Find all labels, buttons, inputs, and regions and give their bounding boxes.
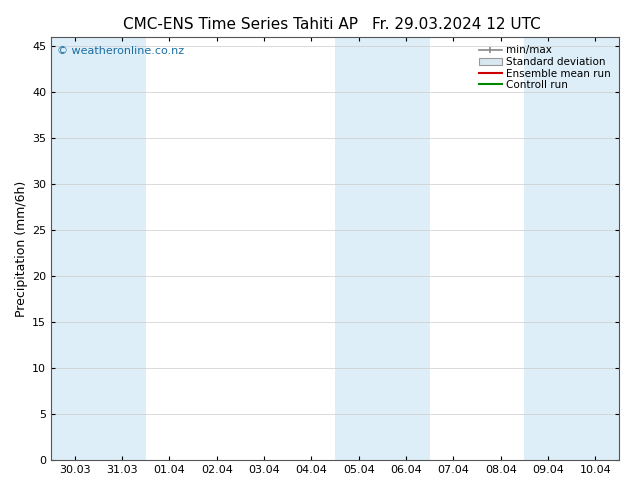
Legend: min/max, Standard deviation, Ensemble mean run, Controll run: min/max, Standard deviation, Ensemble me…	[476, 42, 614, 93]
Bar	[335, 37, 430, 460]
Text: CMC-ENS Time Series Tahiti AP: CMC-ENS Time Series Tahiti AP	[124, 17, 358, 32]
Bar	[524, 37, 619, 460]
Text: © weatheronline.co.nz: © weatheronline.co.nz	[57, 46, 184, 55]
Y-axis label: Precipitation (mm/6h): Precipitation (mm/6h)	[15, 180, 28, 317]
Text: Fr. 29.03.2024 12 UTC: Fr. 29.03.2024 12 UTC	[372, 17, 541, 32]
Bar	[51, 37, 146, 460]
